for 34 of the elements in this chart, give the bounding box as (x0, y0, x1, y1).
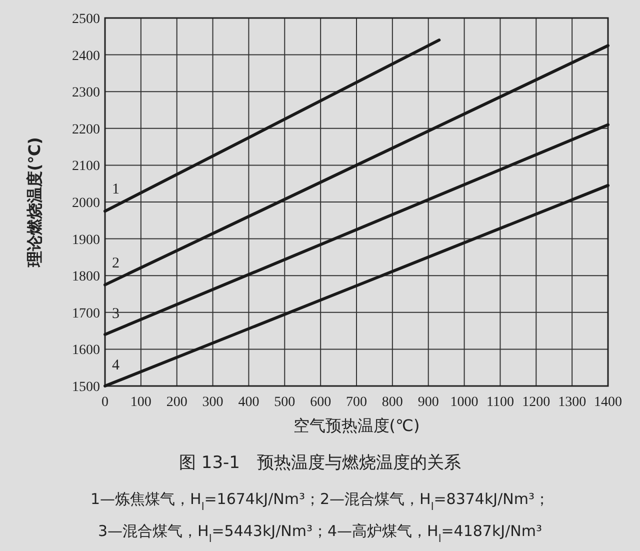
x-tick-label: 400 (238, 395, 260, 410)
y-tick-label: 2100 (72, 159, 100, 174)
y-tick-label: 2300 (72, 86, 100, 101)
y-tick-label: 2400 (72, 48, 100, 64)
y-axis-title: 理论燃烧温度(℃) (25, 137, 44, 268)
y-tick-label: 1800 (72, 270, 100, 285)
y-tick-label: 1700 (72, 306, 100, 322)
text: 1—炼焦煤气，H$_{l}$=1674kJ/Nm³；2—混合煤气，H$_{l}$=8374kJ/Nm³； (90, 490, 550, 513)
x-tick-label: 1300 (558, 395, 586, 410)
x-tick-label: 600 (310, 395, 332, 410)
x-tick-label: 1200 (522, 395, 550, 410)
y-tick-label: 2500 (72, 12, 100, 27)
x-tick-label: 1400 (594, 395, 622, 410)
y-tick-label: 1600 (72, 343, 100, 358)
x-tick-label: 900 (418, 395, 439, 410)
series-label: 1 (112, 182, 120, 198)
x-axis-title: 空气预热温度(℃) (293, 416, 420, 435)
series-label: 4 (112, 358, 120, 374)
y-tick-label: 1900 (72, 232, 100, 248)
x-tick-label: 200 (166, 395, 188, 410)
y-tick-label: 1500 (72, 380, 100, 395)
x-tick-label: 500 (274, 395, 296, 410)
series-label: 2 (112, 256, 120, 272)
x-tick-label: 800 (382, 395, 403, 410)
text: 3—混合煤气，H$_{l}$=5443kJ/Nm³；4—高炉煤气，H$_{l}$=4187kJ/Nm³ (98, 522, 542, 545)
y-tick-label: 2000 (72, 196, 100, 211)
x-tick-label: 300 (202, 395, 224, 410)
x-tick-label: 1000 (450, 395, 478, 410)
x-tick-label: 700 (346, 395, 367, 410)
x-tick-label: 0 (102, 395, 108, 410)
text: 图 13-1 预热温度与燃烧温度的关系 (179, 453, 461, 473)
y-tick-label: 2200 (72, 122, 100, 138)
x-tick-label: 1100 (486, 395, 514, 410)
x-tick-label: 100 (130, 395, 152, 410)
